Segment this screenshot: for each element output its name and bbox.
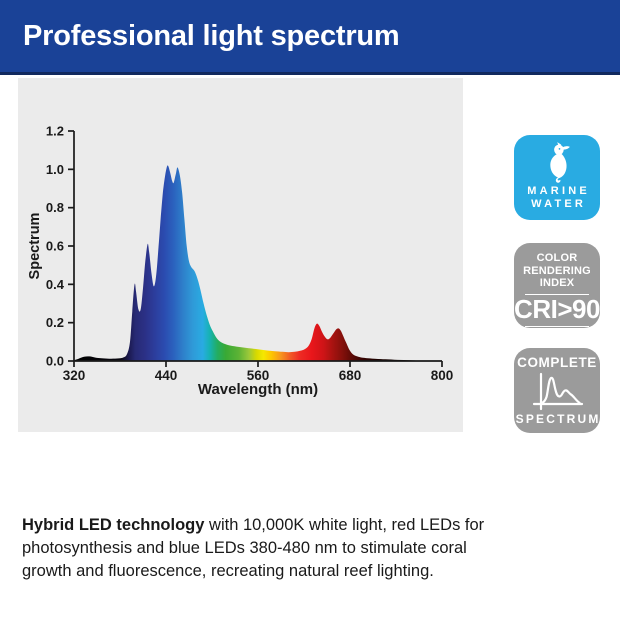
x-tick-label: 560 bbox=[247, 368, 270, 383]
header-bar: Professional light spectrum bbox=[0, 0, 620, 75]
badge-color-rendering-index: COLOR RENDERING INDEX CRI>90 bbox=[514, 243, 600, 328]
description-bold-lead: Hybrid LED technology bbox=[22, 516, 205, 534]
description-line3: growth and fluorescence, recreating natu… bbox=[22, 562, 434, 580]
y-axis-label: Spectrum bbox=[27, 213, 43, 280]
description-line1: with 10,000K white light, red LEDs for bbox=[204, 516, 485, 534]
cri-label-line3: INDEX bbox=[539, 277, 575, 289]
x-tick-label: 680 bbox=[339, 368, 362, 383]
cri-label-line2: RENDERING bbox=[523, 264, 591, 277]
y-tick-label: 0.8 bbox=[46, 200, 64, 215]
marine-water-label-line1: MARINE bbox=[527, 185, 590, 197]
mini-spectrum-icon bbox=[532, 372, 584, 411]
y-tick-label: 1.0 bbox=[46, 162, 64, 177]
complete-label: COMPLETE bbox=[517, 355, 597, 370]
y-tick-label: 0.4 bbox=[46, 277, 65, 292]
axes bbox=[73, 131, 442, 362]
x-tick-label: 800 bbox=[431, 368, 454, 383]
y-tick-label: 0.0 bbox=[46, 354, 64, 369]
x-tick-label: 440 bbox=[155, 368, 178, 383]
x-tick-label: 320 bbox=[63, 368, 86, 383]
badge-complete-spectrum: COMPLETE SPECTRUM bbox=[514, 348, 600, 433]
cri-label-line1: COLOR bbox=[536, 252, 578, 264]
product-description: Hybrid LED technology with 10,000K white… bbox=[22, 514, 484, 583]
page-title: Professional light spectrum bbox=[23, 19, 400, 52]
spectrum-area bbox=[74, 165, 442, 361]
cri-value: CRI>90 bbox=[514, 293, 600, 324]
badge-column: MARINE WATER COLOR RENDERING INDEX CRI>9… bbox=[514, 135, 600, 433]
y-tick-label: 0.6 bbox=[46, 239, 64, 254]
spectrum-label: SPECTRUM bbox=[515, 412, 601, 426]
x-axis-label: Wavelength (nm) bbox=[198, 381, 318, 398]
marine-water-label-line2: WATER bbox=[531, 198, 587, 210]
spectrum-chart-panel: 0.0 0.2 0.4 0.6 0.8 1.0 1.2 320 440 560 680 800 Spec… bbox=[18, 78, 463, 432]
seahorse-icon bbox=[550, 142, 570, 183]
badge-marine-water: MARINE WATER bbox=[514, 135, 600, 220]
description-line2: photosynthesis and blue LEDs 380-480 nm … bbox=[22, 539, 467, 557]
y-tick-label: 1.2 bbox=[46, 124, 64, 139]
spectrum-chart: 0.0 0.2 0.4 0.6 0.8 1.0 1.2 320 440 560 680 800 Spec… bbox=[27, 124, 454, 399]
y-tick-label: 0.2 bbox=[46, 315, 64, 330]
